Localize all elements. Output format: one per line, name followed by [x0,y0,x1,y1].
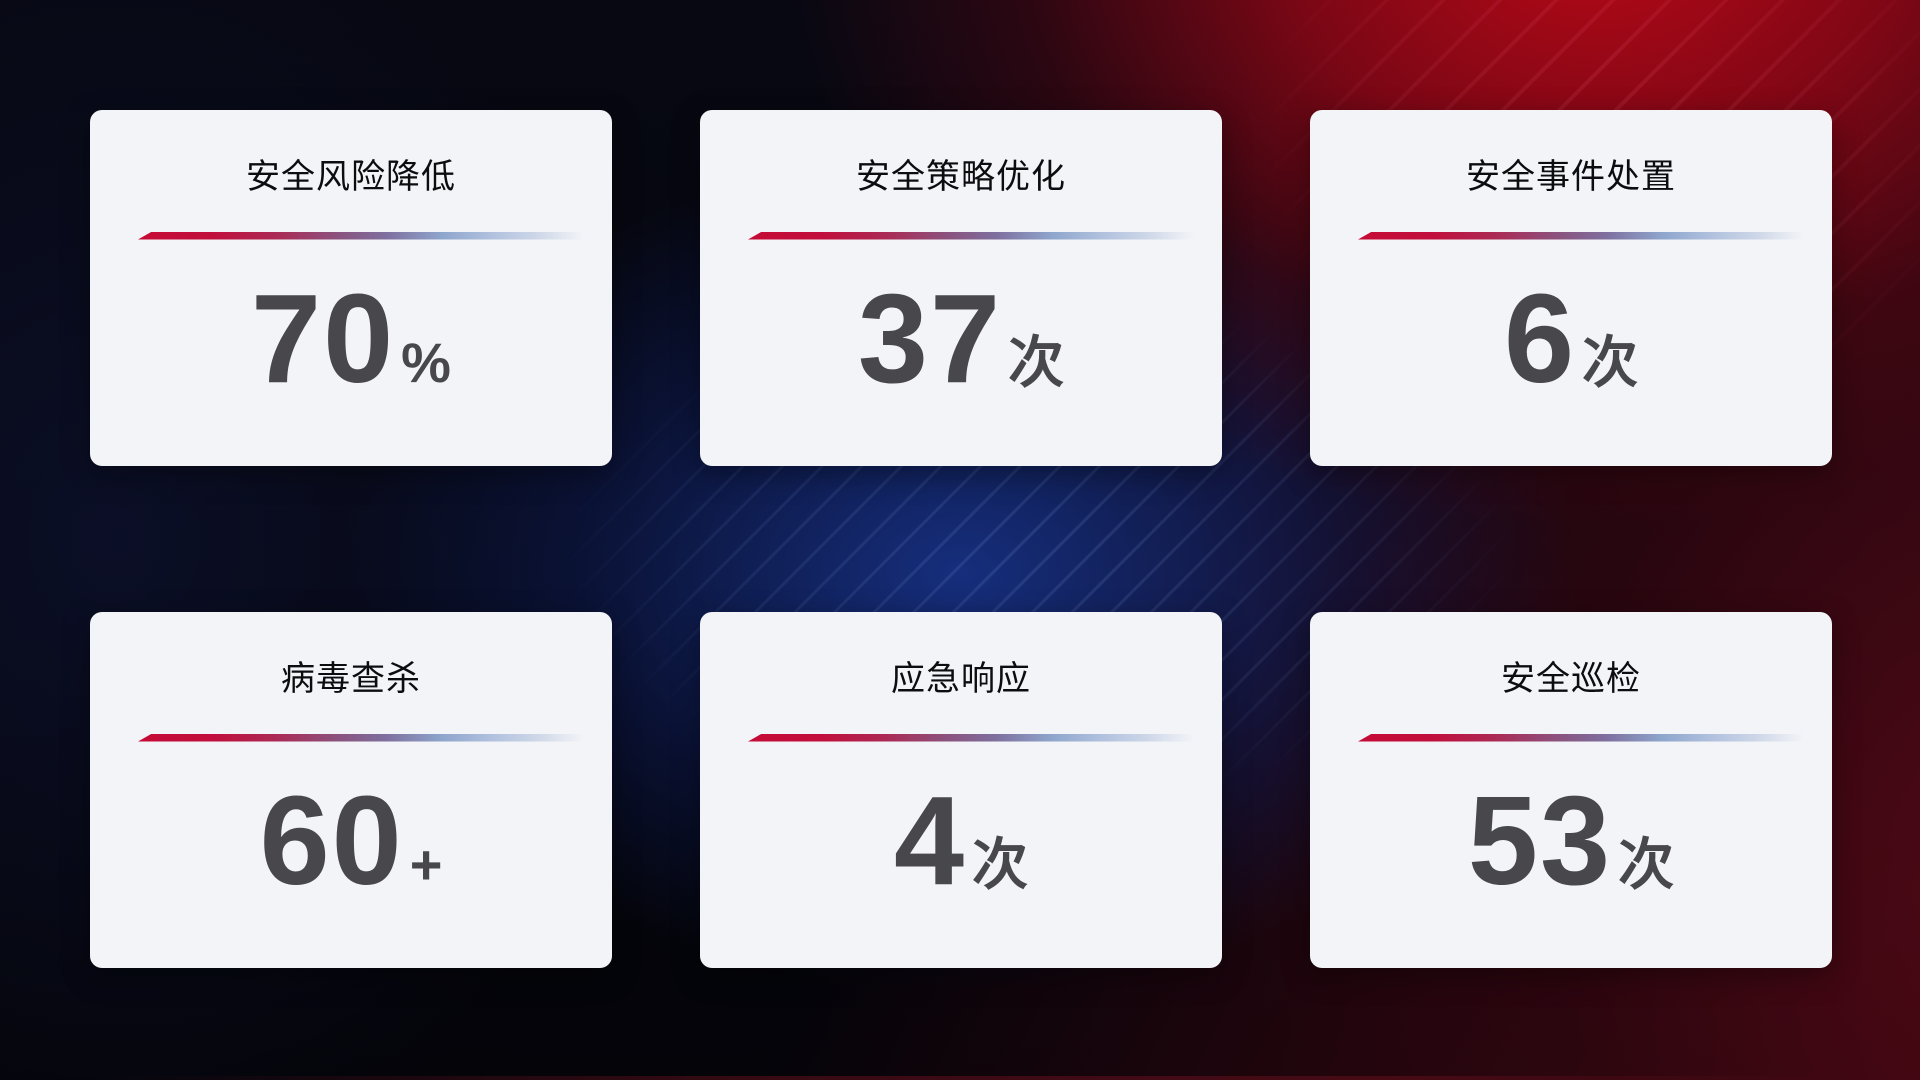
stat-value-row: 53 次 [1310,769,1832,911]
stat-value-row: 70 % [90,267,612,409]
stat-card-security-inspection: 安全巡检 53 次 [1310,612,1832,968]
stat-value-row: 6 次 [1310,267,1832,409]
stat-unit: 次 [1618,832,1675,896]
gradient-divider [138,231,598,240]
stat-value: 6 [1503,267,1577,409]
gradient-divider [748,231,1208,240]
stat-card-security-risk-reduction: 安全风险降低 70 % [90,110,612,466]
stat-unit: 次 [1008,330,1065,394]
gradient-divider [1358,231,1818,240]
card-title: 安全策略优化 [856,158,1066,196]
stat-value: 4 [893,769,967,911]
card-title: 应急响应 [891,660,1031,698]
stat-value: 60 [259,769,404,911]
card-title: 病毒查杀 [281,660,421,698]
stat-value-row: 37 次 [700,267,1222,409]
card-title: 安全风险降低 [246,158,456,196]
stat-unit: 次 [972,832,1029,896]
stat-value-row: 60 + [90,769,612,911]
card-title: 安全事件处置 [1466,158,1676,196]
stat-card-emergency-response: 应急响应 4 次 [700,612,1222,968]
gradient-divider [1358,733,1818,742]
stat-value: 70 [251,267,396,409]
stat-unit: + [409,832,443,896]
gradient-divider [138,733,598,742]
bottom-edge-glow [0,1076,1920,1080]
stat-unit: 次 [1582,330,1639,394]
card-title: 安全巡检 [1501,660,1641,698]
stat-unit: % [401,330,451,394]
gradient-divider [748,733,1208,742]
stat-value: 53 [1467,769,1613,911]
stat-value: 37 [857,267,1003,409]
stat-card-virus-scan: 病毒查杀 60 + [90,612,612,968]
stat-card-security-policy-optimization: 安全策略优化 37 次 [700,110,1222,466]
stat-value-row: 4 次 [700,769,1222,911]
stat-card-grid: 安全风险降低 70 % 安全策略优化 37 次 安全事件处置 6 次 病毒查杀 … [90,110,1832,968]
stat-card-security-incident-handling: 安全事件处置 6 次 [1310,110,1832,466]
